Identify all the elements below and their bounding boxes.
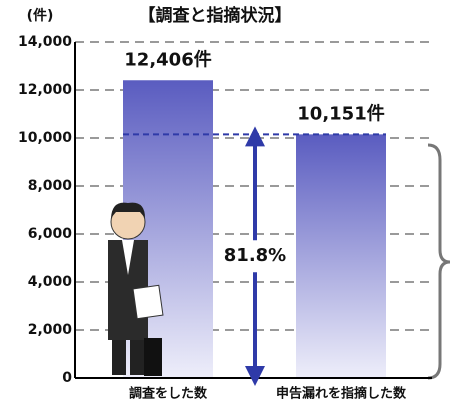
bracket	[428, 145, 450, 378]
y-tick-label: 14,000	[18, 34, 72, 50]
y-tick-label: 6,000	[28, 226, 73, 242]
x-tick-label: 調査をした数	[129, 386, 208, 402]
y-tick-label: 12,000	[18, 82, 72, 98]
y-tick-label: 4,000	[28, 274, 73, 290]
y-tick-label: 10,000	[18, 130, 72, 146]
bar	[296, 134, 386, 378]
y-tick-label: 8,000	[28, 178, 73, 194]
chart: (件) 【調査と指摘状況】 0 2,000 4,000 6,000 8,000 10,00…	[0, 0, 450, 403]
y-tick-label: 2,000	[28, 322, 73, 338]
value-label: 10,151件	[297, 102, 384, 124]
unit-label: (件)	[27, 7, 54, 24]
y-tick-label: 0	[62, 370, 72, 386]
annotation: 81.8%	[224, 245, 286, 266]
chart-title: 【調査と指摘状況】	[139, 5, 292, 26]
x-tick-label: 申告漏れを指摘した数	[276, 386, 407, 402]
value-label: 12,406件	[124, 48, 211, 70]
